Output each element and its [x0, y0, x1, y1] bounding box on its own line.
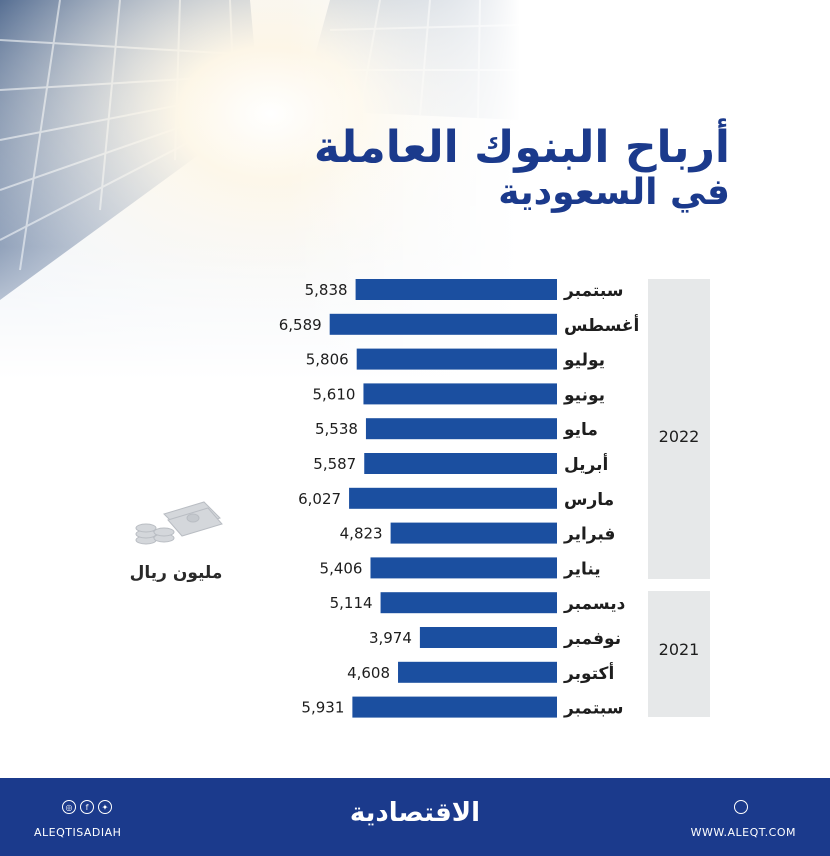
- money-icon: [135, 501, 223, 545]
- facebook-icon[interactable]: f: [80, 800, 94, 814]
- category-label: يوليو: [563, 351, 605, 371]
- bar: [390, 522, 557, 544]
- twitter-icon[interactable]: ✦: [98, 800, 112, 814]
- bar-value-label: 6,589: [279, 316, 322, 334]
- category-label: نوفمبر: [563, 629, 621, 649]
- footer: ◎ f ✦ ALEQTISADIAH الاقتصادية WWW.ALEQT.…: [0, 778, 830, 856]
- bar: [352, 696, 557, 718]
- category-label: مايو: [563, 420, 598, 440]
- bar: [329, 313, 557, 335]
- category-label: سبتمبر: [563, 281, 624, 301]
- website-link[interactable]: WWW.ALEQT.COM: [690, 826, 796, 839]
- year-label-2022: 2022: [658, 427, 700, 446]
- category-label: سبتمبر: [563, 699, 624, 719]
- bar-value-label: 5,610: [313, 385, 356, 403]
- brand-logo: الاقتصادية: [349, 798, 481, 828]
- chart-subtitle: في السعودية: [498, 172, 730, 213]
- bar: [365, 418, 557, 440]
- bar-value-label: 5,406: [320, 559, 363, 577]
- bar: [364, 453, 557, 474]
- bar-value-label: 5,838: [305, 281, 348, 299]
- bar: [398, 661, 557, 683]
- social-icons: ◎ f ✦: [62, 800, 112, 814]
- bar: [370, 557, 557, 579]
- year-band-2021: [648, 591, 710, 717]
- category-label: يونيو: [563, 385, 605, 405]
- globe-icon: [734, 800, 748, 814]
- bar-value-label: 3,974: [369, 629, 412, 647]
- year-band-2022: [648, 279, 710, 579]
- category-label: أغسطس: [564, 314, 639, 336]
- bar-value-label: 5,587: [313, 455, 356, 473]
- bar: [363, 383, 557, 405]
- unit-label: مليون ريال: [129, 563, 223, 583]
- bar-value-label: 4,823: [340, 525, 383, 543]
- bar: [356, 348, 557, 370]
- category-label: أكتوبر: [563, 662, 614, 684]
- bar-value-label: 5,931: [301, 699, 344, 717]
- bar-value-label: 5,806: [306, 351, 349, 369]
- bar: [419, 627, 557, 648]
- category-label: ديسمبر: [563, 594, 626, 614]
- bar: [355, 279, 557, 300]
- category-label: مارس: [564, 490, 614, 510]
- category-label: أبريل: [564, 453, 608, 475]
- social-handle[interactable]: ALEQTISADIAH: [34, 826, 122, 839]
- chart-title: أرباح البنوك العاملة: [313, 122, 730, 173]
- instagram-icon[interactable]: ◎: [62, 800, 76, 814]
- year-label-2021: 2021: [658, 640, 700, 659]
- category-label: يناير: [563, 559, 601, 579]
- category-label: فبراير: [563, 525, 615, 545]
- bar: [380, 592, 557, 614]
- bar-value-label: 4,608: [347, 664, 390, 682]
- bar-value-label: 5,538: [315, 420, 358, 438]
- bar: [349, 487, 557, 509]
- bar-value-label: 6,027: [298, 490, 341, 508]
- bar-value-label: 5,114: [330, 594, 373, 612]
